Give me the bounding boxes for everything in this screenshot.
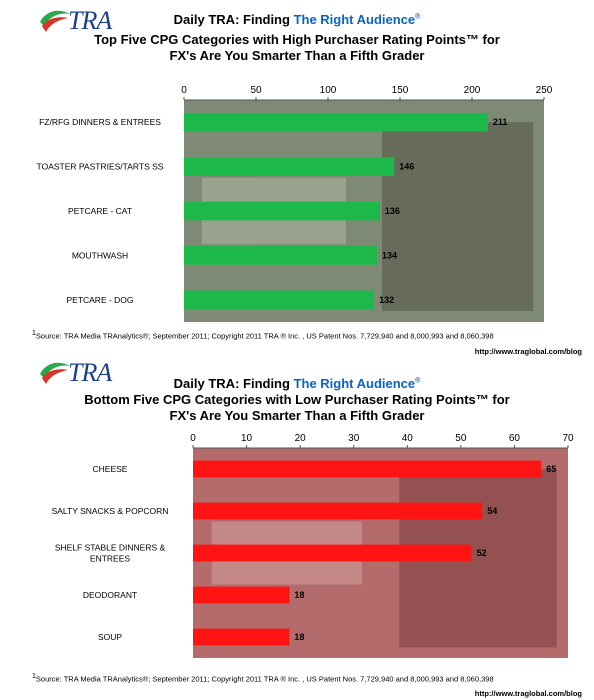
title-line-1: Bottom Five CPG Categories with Low Purc… — [84, 392, 510, 407]
bar-chart-bottom: 0 10 20 30 40 50 60 70 CHEESE 65 SALTY SNACKS & PO… — [52, 433, 574, 658]
category-label: SOUP — [98, 632, 122, 642]
chart-panel-bottom: TRA Daily TRA: Finding The Right Audienc… — [0, 350, 594, 700]
bar — [193, 502, 483, 520]
value-label: 18 — [294, 632, 304, 642]
category-label: FZ/RFG DINNERS & ENTREES — [39, 117, 161, 127]
header-accent: The Right Audience — [293, 376, 416, 391]
header-accent: The Right Audience — [293, 12, 416, 27]
x-tick-label: 30 — [348, 433, 360, 444]
chart-title: Bottom Five CPG Categories with Low Purc… — [0, 392, 594, 424]
tra-logo: TRA — [38, 358, 148, 388]
bar — [193, 586, 290, 604]
bar — [184, 246, 377, 265]
source-note: 1Source: TRA Media TRAnalytics®; Septemb… — [32, 673, 494, 684]
blog-url[interactable]: http://www.traglobal.com/blog — [474, 689, 582, 698]
blog-url[interactable]: http://www.traglobal.com/blog — [474, 347, 582, 356]
source-mark: 1 — [32, 673, 36, 680]
x-tick-label: 70 — [562, 433, 574, 444]
tra-logo: TRA — [38, 6, 148, 36]
header-mark: ® — [415, 377, 421, 385]
value-label: 211 — [493, 117, 508, 127]
header-mark: ® — [415, 13, 421, 21]
logo-text: TRA — [68, 6, 112, 35]
title-line-2: FX's Are You Smarter Than a Fifth Grader — [169, 48, 425, 63]
value-label: 54 — [487, 506, 497, 516]
tra-swoosh-icon — [40, 10, 70, 32]
category-label: MOUTHWASH — [72, 250, 128, 260]
category-label: SHELF STABLE DINNERS & ENTREES — [55, 543, 166, 564]
bar — [184, 112, 488, 132]
bar — [184, 201, 380, 221]
bar — [193, 628, 290, 646]
category-label: DEODORANT — [83, 590, 137, 600]
source-text: Source: TRA Media TRAnalytics®; Septembe… — [35, 674, 494, 684]
category-label: SALTY SNACKS & POPCORN — [52, 506, 169, 516]
category-label: PETCARE - CAT — [68, 206, 132, 216]
x-tick-label: 40 — [402, 433, 414, 444]
header-prefix: Daily TRA: Finding — [173, 12, 294, 27]
chart-panel-top: TRA Daily TRA: Finding The Right Audienc… — [0, 6, 594, 356]
source-text: Source: TRA Media TRAnalytics®; Septembe… — [35, 331, 494, 341]
x-tick-label: 50 — [455, 433, 467, 444]
logo-text: TRA — [68, 358, 112, 387]
x-tick-label: 10 — [241, 433, 253, 444]
category-label: TOASTER PASTRIES/TARTS SS — [37, 162, 164, 172]
title-line-1: Top Five CPG Categories with High Purcha… — [94, 32, 500, 47]
chart-title: Top Five CPG Categories with High Purcha… — [0, 32, 594, 64]
bar — [193, 544, 472, 562]
value-label: 132 — [379, 295, 394, 305]
bar — [184, 157, 395, 176]
header-line: Daily TRA: Finding The Right Audience® — [0, 376, 594, 391]
bar — [184, 290, 375, 310]
value-label: 65 — [546, 464, 556, 474]
x-tick-label: 50 — [250, 85, 262, 96]
category-label: PETCARE - DOG — [66, 295, 133, 305]
header-line: Daily TRA: Finding The Right Audience® — [0, 12, 594, 27]
value-label: 146 — [399, 162, 414, 172]
x-tick-label: 100 — [320, 85, 337, 96]
value-label: 18 — [294, 590, 304, 600]
value-label: 52 — [477, 548, 487, 558]
x-tick-label: 200 — [464, 85, 481, 96]
source-note: 1Source: TRA Media TRAnalytics®; Septemb… — [32, 330, 494, 341]
x-tick-label: 0 — [190, 433, 196, 444]
tra-swoosh-icon — [40, 362, 70, 384]
x-tick-label: 250 — [536, 85, 553, 96]
x-tick-label: 0 — [181, 85, 187, 96]
bar — [193, 460, 542, 478]
title-line-2: FX's Are You Smarter Than a Fifth Grader — [169, 408, 425, 423]
source-mark: 1 — [32, 330, 36, 337]
value-label: 136 — [385, 206, 400, 216]
header-prefix: Daily TRA: Finding — [173, 376, 294, 391]
value-label: 134 — [382, 250, 397, 260]
x-tick-label: 150 — [392, 85, 409, 96]
x-tick-label: 60 — [509, 433, 521, 444]
bar-chart-top: 0 50 100 150 200 250 FZ/RFG DINNERS & ENTREES 2… — [37, 85, 553, 322]
category-label: CHEESE — [93, 464, 128, 474]
x-tick-label: 20 — [295, 433, 307, 444]
